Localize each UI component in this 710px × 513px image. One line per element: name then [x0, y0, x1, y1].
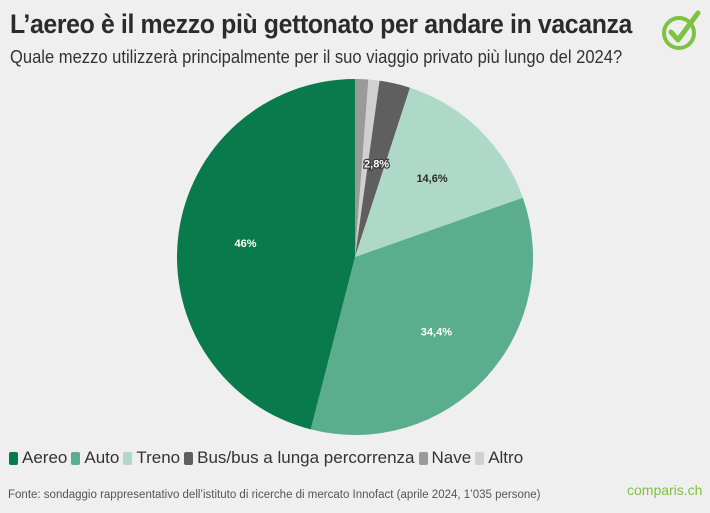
chart-subtitle: Quale mezzo utilizzerà principalmente pe… [10, 47, 623, 67]
brand-logo: comparis.ch [627, 482, 703, 498]
pie-slice-treno [355, 87, 523, 257]
pie-slice-bus-bus-a-lunga-percorrenza [355, 80, 411, 257]
slice-data-label: 2,8% [364, 158, 389, 170]
legend-label: Aereo [22, 448, 68, 467]
legend-swatch [71, 451, 81, 465]
legend-label: Auto [84, 448, 120, 467]
legend-swatch [123, 451, 133, 465]
checkmark-circle-icon [662, 10, 701, 50]
chart-legend: Aereo Auto Treno Bus/bus a lunga percorrenz… [9, 448, 527, 468]
legend-item: Nave [418, 448, 472, 468]
slice-data-label: 14,6% [416, 173, 447, 185]
slice-data-label: 34,4% [421, 327, 452, 339]
legend-swatch [475, 451, 485, 465]
legend-item: Treno [123, 448, 180, 468]
pie-slice-auto [310, 197, 533, 435]
legend-item: Altro [475, 448, 523, 468]
legend-swatch [418, 451, 428, 465]
pie-slice-aereo [177, 79, 355, 430]
chart-title: L’aereo è il mezzo più gettonato per and… [10, 9, 633, 39]
pie-slice-altro [355, 79, 380, 258]
legend-swatch [184, 451, 194, 465]
legend-item: Bus/bus a lunga percorrenza [184, 448, 415, 468]
legend-label: Altro [488, 448, 524, 467]
legend-label: Nave [431, 448, 472, 467]
legend-item: Auto [71, 448, 119, 468]
source-note: Fonte: sondaggio rappresentativo dell’is… [8, 489, 541, 501]
slice-data-label: 46% [234, 238, 256, 250]
legend-swatch [9, 451, 18, 465]
legend-label: Treno [136, 448, 181, 467]
legend-item: Aereo [9, 448, 67, 468]
legend-label: Bus/bus a lunga percorrenza [197, 448, 415, 467]
pie-slice-nave [355, 79, 369, 257]
